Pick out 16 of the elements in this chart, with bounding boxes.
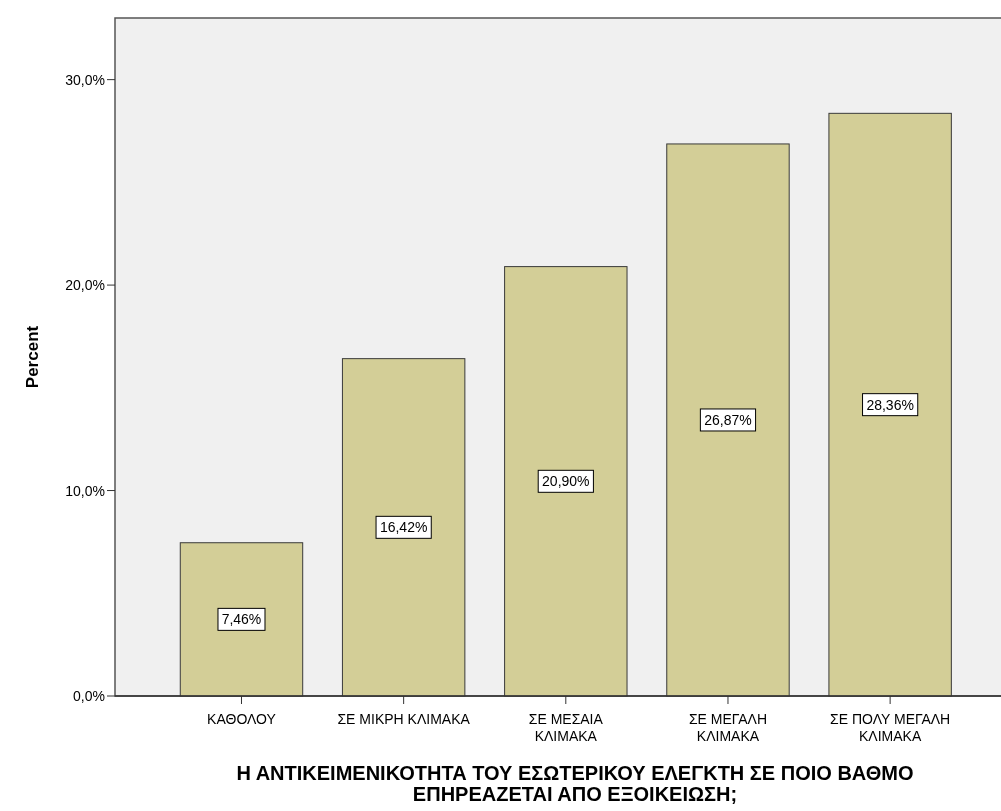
x-tick-label: ΣΕ ΠΟΛΥ ΜΕΓΑΛΗ ΚΛΙΜΑΚΑ	[830, 711, 951, 744]
x-tick-label: ΣΕ ΜΕΓΑΛΗ ΚΛΙΜΑΚΑ	[688, 711, 768, 744]
y-tick-label: 30,0%	[65, 71, 105, 88]
y-tick-label: 10,0%	[65, 482, 105, 499]
data-label: 28,36%	[866, 396, 914, 413]
y-tick-label: 0,0%	[73, 688, 105, 704]
x-tick-label: ΚΑΘΟΛΟΥ	[207, 711, 277, 727]
x-tick-label: ΣΕ ΜΙΚΡΗ ΚΛΙΜΑΚΑ	[337, 711, 471, 727]
data-label: 20,90%	[542, 473, 590, 490]
y-axis-title: Percent	[23, 325, 42, 389]
data-label: 26,87%	[704, 411, 752, 428]
data-label: 16,42%	[379, 519, 428, 536]
y-tick-label: 20,0%	[65, 277, 105, 294]
x-tick-label: ΣΕ ΜΕΣΑΙΑ ΚΛΙΜΑΚΑ	[528, 711, 604, 744]
data-label: 7,46%	[221, 611, 262, 628]
x-axis-title: Η ΑΝΤΙΚΕΙΜΕΝΙΚΟΤΗΤΑ ΤΟΥ ΕΣΩΤΕΡΙΚΟΥ ΕΛΕΓΚΤΗ ΣΕ ΠΟΙΟ ΒΑΘΜΟ ΕΠΗΡΕΑΖΕΤΑΙ ΑΠΟ ΕΞΟΙΚΕΙΩΣΗ;	[236, 762, 914, 805]
